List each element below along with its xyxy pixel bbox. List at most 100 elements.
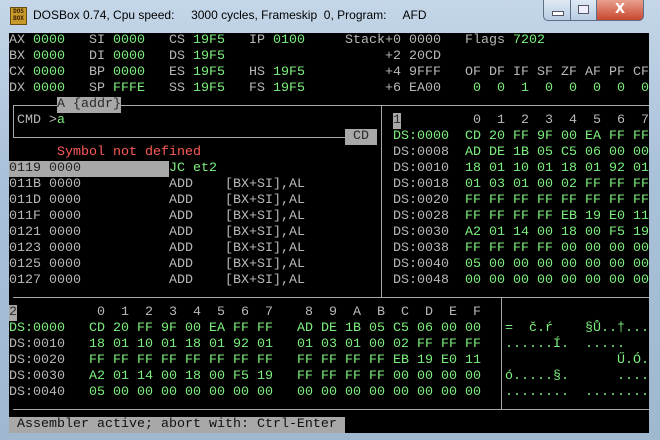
- dump1-byte[interactable]: 05: [465, 257, 481, 272]
- dump1-address[interactable]: DS:0018: [393, 177, 449, 192]
- dump1-address[interactable]: DS:0048: [393, 273, 449, 288]
- dump1-byte[interactable]: 9F: [537, 129, 553, 144]
- dump1-byte[interactable]: 00: [561, 257, 577, 272]
- register-value-di[interactable]: 0000: [113, 49, 145, 64]
- dump1-byte[interactable]: FF: [609, 177, 625, 192]
- disasm-address[interactable]: 011F: [9, 209, 41, 224]
- register-value-bx[interactable]: 0000: [33, 49, 65, 64]
- dump2-byte[interactable]: 00: [297, 385, 313, 400]
- dump2-byte[interactable]: 00: [209, 369, 225, 384]
- dump1-byte[interactable]: FF: [489, 209, 505, 224]
- dump2-byte[interactable]: 11: [465, 353, 481, 368]
- dump2-byte[interactable]: FF: [233, 321, 249, 336]
- dump1-byte[interactable]: 01: [633, 161, 649, 176]
- dump2-byte[interactable]: FF: [233, 353, 249, 368]
- dump1-byte[interactable]: FF: [633, 177, 649, 192]
- dump1-byte[interactable]: DE: [489, 145, 505, 160]
- dump1-byte[interactable]: 00: [489, 273, 505, 288]
- flag-value-cf[interactable]: 0: [641, 81, 649, 96]
- register-value-hs[interactable]: 19F5: [273, 65, 305, 80]
- dump2-byte[interactable]: 92: [233, 337, 249, 352]
- dump1-byte[interactable]: 00: [561, 129, 577, 144]
- close-button[interactable]: X: [596, 0, 644, 21]
- dump2-byte[interactable]: 00: [257, 385, 273, 400]
- register-value-cs[interactable]: 19F5: [193, 33, 225, 48]
- dump1-byte[interactable]: 01: [489, 161, 505, 176]
- disasm-address[interactable]: 0121: [9, 225, 41, 240]
- dump1-byte[interactable]: 01: [537, 161, 553, 176]
- dump1-address[interactable]: DS:0020: [393, 193, 449, 208]
- dump1-byte[interactable]: FF: [513, 193, 529, 208]
- dump2-byte[interactable]: FF: [297, 369, 313, 384]
- dump1-byte[interactable]: 00: [465, 273, 481, 288]
- dump1-byte[interactable]: F5: [609, 225, 625, 240]
- dump1-byte[interactable]: 00: [585, 257, 601, 272]
- dump2-byte[interactable]: FF: [345, 369, 361, 384]
- dump2-byte[interactable]: FF: [321, 353, 337, 368]
- dump2-byte[interactable]: 00: [417, 385, 433, 400]
- dump1-address[interactable]: DS:0010: [393, 161, 449, 176]
- dump1-byte[interactable]: 18: [465, 161, 481, 176]
- dump1-byte[interactable]: 00: [609, 145, 625, 160]
- dump2-byte[interactable]: 06: [417, 321, 433, 336]
- dump2-byte[interactable]: 01: [345, 337, 361, 352]
- dump1-byte[interactable]: 00: [513, 257, 529, 272]
- dump1-byte[interactable]: C5: [561, 145, 577, 160]
- dump2-byte[interactable]: 00: [393, 369, 409, 384]
- dump2-byte[interactable]: 00: [465, 321, 481, 336]
- dump2-byte[interactable]: FF: [161, 353, 177, 368]
- dump1-byte[interactable]: 00: [609, 273, 625, 288]
- dump2-byte[interactable]: 20: [113, 321, 129, 336]
- dump1-byte[interactable]: 00: [537, 273, 553, 288]
- dump2-byte[interactable]: 05: [89, 385, 105, 400]
- dump1-byte[interactable]: FF: [609, 129, 625, 144]
- flag-value-af[interactable]: 0: [593, 81, 601, 96]
- dump1-byte[interactable]: 06: [585, 145, 601, 160]
- dos-screen[interactable]: AX 0000 BX 0000 CX 0000 DX 0000 SI 0000 DI 0000 BP 00…: [9, 33, 649, 433]
- dump1-byte[interactable]: 01: [489, 225, 505, 240]
- dump2-byte[interactable]: 02: [393, 337, 409, 352]
- command-input[interactable]: a: [57, 113, 65, 128]
- register-value-bp[interactable]: 0000: [113, 65, 145, 80]
- dump1-byte[interactable]: 00: [633, 257, 649, 272]
- dump1-byte[interactable]: 00: [537, 225, 553, 240]
- dump2-byte[interactable]: 9F: [161, 321, 177, 336]
- disasm-address[interactable]: 011D: [9, 193, 41, 208]
- dump1-byte[interactable]: 10: [513, 161, 529, 176]
- dump2-byte[interactable]: 00: [465, 385, 481, 400]
- dump1-byte[interactable]: 00: [489, 257, 505, 272]
- dump2-byte[interactable]: 00: [321, 385, 337, 400]
- dump2-byte[interactable]: FF: [257, 321, 273, 336]
- dump2-byte[interactable]: FF: [369, 353, 385, 368]
- dump2-byte[interactable]: 01: [161, 337, 177, 352]
- disasm-address[interactable]: 0123: [9, 241, 41, 256]
- dump1-byte[interactable]: FF: [465, 241, 481, 256]
- dump1-byte[interactable]: FF: [585, 177, 601, 192]
- dump2-byte[interactable]: DE: [321, 321, 337, 336]
- dump1-byte[interactable]: 19: [585, 209, 601, 224]
- flag-value-sf[interactable]: 0: [545, 81, 553, 96]
- dump2-address[interactable]: DS:0010: [9, 337, 65, 352]
- register-value-cx[interactable]: 0000: [33, 65, 65, 80]
- disasm-address[interactable]: 0127: [9, 273, 41, 288]
- disasm-address[interactable]: 0125: [9, 257, 41, 272]
- dump1-address[interactable]: DS:0040: [393, 257, 449, 272]
- dump2-byte[interactable]: 01: [297, 337, 313, 352]
- dump2-byte[interactable]: FF: [137, 353, 153, 368]
- dump2-byte[interactable]: 03: [321, 337, 337, 352]
- flags-value[interactable]: 7202: [513, 33, 545, 48]
- dump2-byte[interactable]: 00: [393, 385, 409, 400]
- dump1-byte[interactable]: 1B: [513, 145, 529, 160]
- dump2-byte[interactable]: C5: [393, 321, 409, 336]
- dump1-byte[interactable]: 00: [537, 257, 553, 272]
- dump1-byte[interactable]: 00: [585, 273, 601, 288]
- dump1-byte[interactable]: FF: [537, 241, 553, 256]
- register-value-si[interactable]: 0000: [113, 33, 145, 48]
- maximize-button[interactable]: [570, 0, 597, 21]
- dump2-byte[interactable]: 18: [89, 337, 105, 352]
- register-value-sp[interactable]: FFFE: [113, 81, 145, 96]
- dump2-byte[interactable]: 00: [441, 369, 457, 384]
- dump1-byte[interactable]: FF: [513, 241, 529, 256]
- dump1-byte[interactable]: E0: [609, 209, 625, 224]
- dump2-address[interactable]: DS:0000: [9, 321, 65, 336]
